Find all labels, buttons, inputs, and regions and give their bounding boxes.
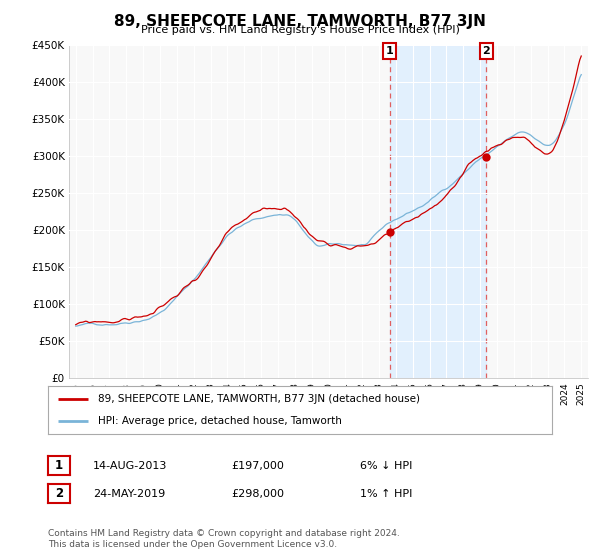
Text: 1: 1 [386, 46, 394, 56]
Text: 2: 2 [55, 487, 63, 501]
Text: 6% ↓ HPI: 6% ↓ HPI [360, 461, 412, 471]
Text: 1% ↑ HPI: 1% ↑ HPI [360, 489, 412, 499]
Text: 1: 1 [55, 459, 63, 473]
Text: 2: 2 [482, 46, 490, 56]
Bar [389, 45, 487, 378]
Text: 14-AUG-2013: 14-AUG-2013 [93, 461, 167, 471]
Text: Price paid vs. HM Land Registry's House Price Index (HPI): Price paid vs. HM Land Registry's House … [140, 25, 460, 35]
Text: £298,000: £298,000 [231, 489, 284, 499]
Text: 89, SHEEPCOTE LANE, TAMWORTH, B77 3JN (detached house): 89, SHEEPCOTE LANE, TAMWORTH, B77 3JN (d… [98, 394, 421, 404]
Text: Contains HM Land Registry data © Crown copyright and database right 2024.
This d: Contains HM Land Registry data © Crown c… [48, 529, 400, 549]
Text: HPI: Average price, detached house, Tamworth: HPI: Average price, detached house, Tamw… [98, 416, 342, 426]
Text: 24-MAY-2019: 24-MAY-2019 [93, 489, 165, 499]
Text: 89, SHEEPCOTE LANE, TAMWORTH, B77 3JN: 89, SHEEPCOTE LANE, TAMWORTH, B77 3JN [114, 14, 486, 29]
Text: £197,000: £197,000 [231, 461, 284, 471]
